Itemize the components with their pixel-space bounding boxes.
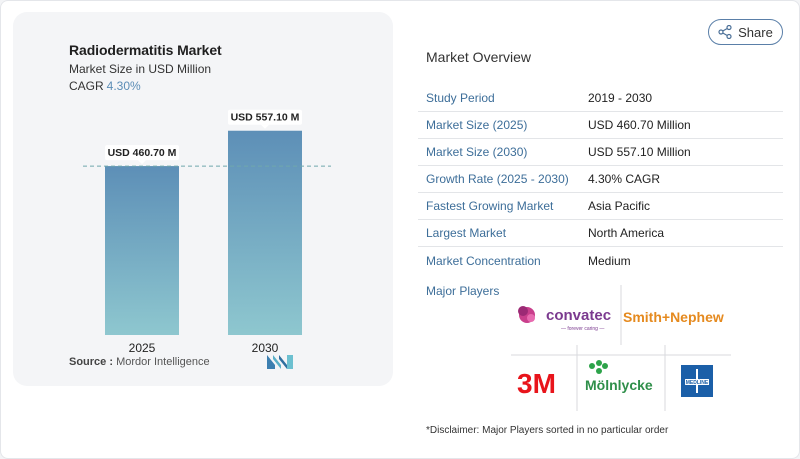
mordor-intelligence-logo [267,355,293,369]
overview-row-value: Medium [588,253,631,268]
major-players-logos: convatec — forever caring — Smith+Nephew… [511,285,731,411]
overview-title: Market Overview [426,49,532,65]
logo-3m-name: 3M [517,368,556,399]
overview-row-label: Largest Market [426,226,507,240]
overview-row-label: Fastest Growing Market [426,199,554,213]
source-line: Source : Mordor Intelligence [69,356,210,368]
chart-title: Radiodermatitis Market [69,42,222,58]
overview-row-label: Market Size (2025) [426,118,528,132]
bar-chart: USD 460.70 M 2025 USD 557.10 M 2030 [83,109,331,355]
overview-row-value: North America [588,226,665,240]
logo-medline-name: MEDLINE [686,380,709,386]
cagr-value: 4.30% [106,79,141,93]
overview-row-value: Asia Pacific [588,199,651,213]
logo-medline: MEDLINE [681,365,713,397]
overview-row-value: 4.30% CAGR [588,172,661,186]
chart-subtitle: Market Size in USD Million [69,62,212,76]
overview-row-value: USD 557.10 Million [588,145,691,159]
category-label: 2030 [252,341,279,355]
data-label-pointer [138,160,146,165]
disclaimer: *Disclaimer: Major Players sorted in no … [426,425,669,436]
cagr-label: CAGR [69,79,104,93]
overview-row: Growth Rate (2025 - 2030) 4.30% CAGR [418,166,783,193]
chart-cagr: CAGR 4.30% [69,79,141,93]
source-value: Mordor Intelligence [116,356,210,368]
overview-row: Study Period 2019 - 2030 [418,85,783,112]
overview-row-label: Market Size (2030) [426,145,528,159]
overview-row: Market Size (2025) USD 460.70 Million [418,112,783,139]
overview-row-label: Market Concentration [426,253,541,268]
logo-molnlycke-name: Mölnlycke [585,377,653,393]
data-label: USD 557.10 M [231,112,300,124]
overview-row-value: USD 460.70 Million [588,118,691,132]
logo-molnlycke: Mölnlycke [585,360,653,393]
overview-row: Market Size (2030) USD 557.10 Million [418,139,783,166]
bar-2025 [105,166,179,335]
overview-row-value: 2019 - 2030 [588,91,653,105]
logo-convatec-tagline: — forever caring — [561,326,604,332]
data-label-bg [228,109,302,125]
overview-row: Largest Market North America [418,220,783,247]
share-label: Share [738,24,773,40]
data-label-pointer [261,124,269,129]
share-button[interactable]: Share [708,19,783,45]
share-icon [718,25,732,39]
category-label: 2025 [129,341,156,355]
logo-convatec: convatec — forever caring — [518,306,611,332]
overview-row: Fastest Growing Market Asia Pacific [418,193,783,220]
overview-row: Market Concentration Medium [418,247,783,274]
data-label: USD 460.70 M [108,147,177,159]
logo-smith-nephew: Smith+Nephew [623,309,724,325]
major-players-title: Major Players [426,284,500,298]
overview-table: Study Period 2019 - 2030 Market Size (2025… [418,85,783,274]
data-label-bg [105,145,179,161]
logo-3m: 3M [517,368,556,399]
overview-row-label: Study Period [426,91,495,105]
overview-row-label: Growth Rate (2025 - 2030) [426,172,569,186]
logo-convatec-name: convatec [546,307,611,324]
chart-card [13,12,393,386]
bar-2030 [228,130,302,335]
source-label: Source : [69,356,114,368]
logo-smith-nephew-name: Smith+Nephew [623,309,724,325]
